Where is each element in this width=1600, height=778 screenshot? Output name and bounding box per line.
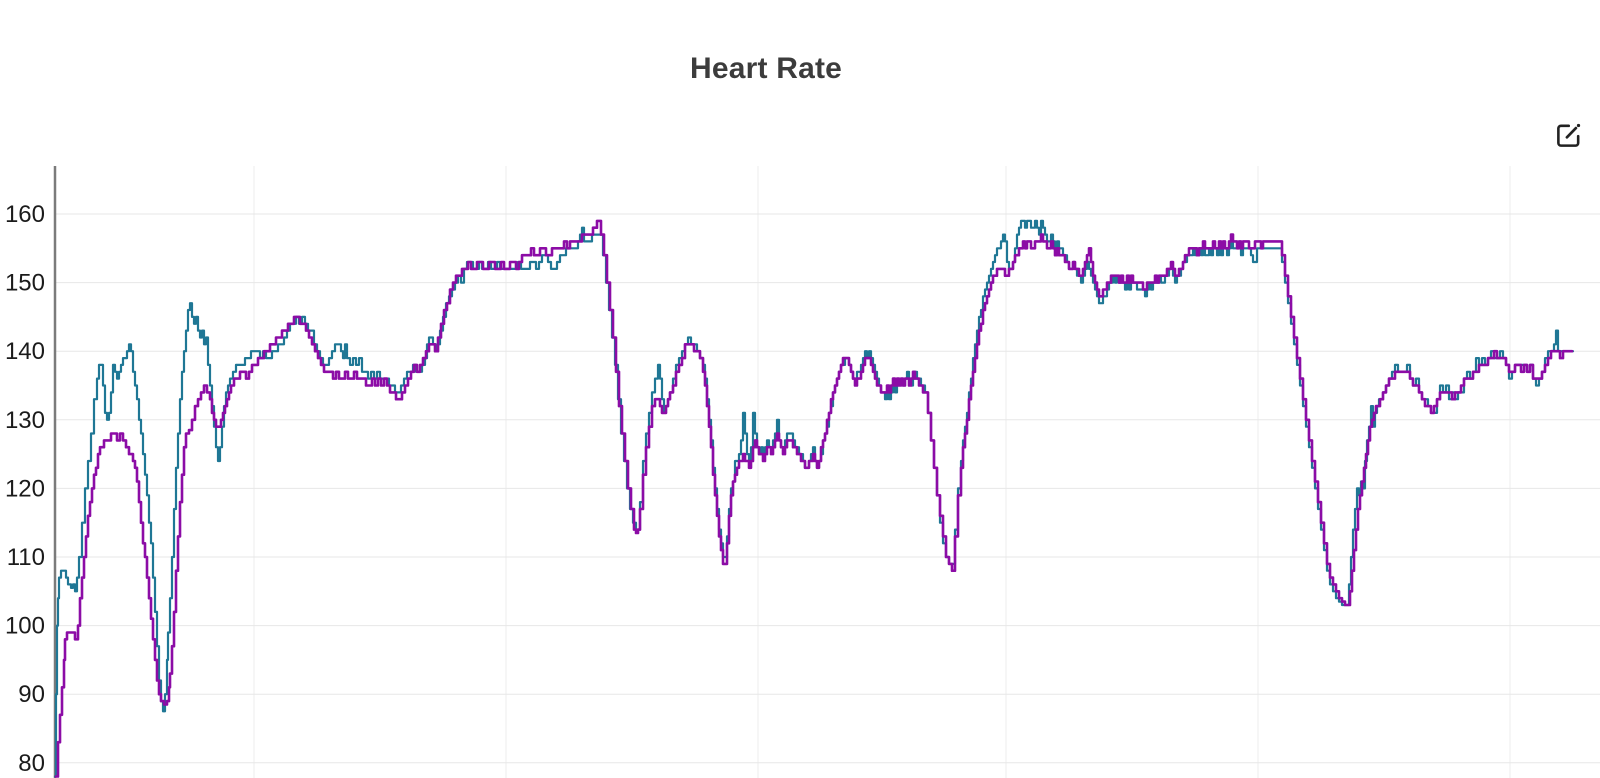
series-path-heart-rate-recording-2: [54, 219, 1574, 778]
y-axis-tick-label: 130: [5, 407, 45, 434]
y-axis-tick-label: 80: [18, 750, 45, 777]
y-axis-tick-label: 100: [5, 613, 45, 640]
y-axis-tick-label: 140: [5, 338, 45, 365]
y-axis-tick-label: 90: [18, 681, 45, 708]
y-axis-tick-label: 160: [5, 201, 45, 228]
edit-chart-button[interactable]: [1550, 119, 1586, 155]
series-path-heart-rate-recording-1: [53, 219, 1575, 778]
pencil-square-icon: [1555, 122, 1582, 152]
y-axis-tick-label: 150: [5, 270, 45, 297]
y-axis-tick-label: 110: [7, 544, 45, 571]
y-axis-tick-label: 120: [5, 475, 45, 502]
